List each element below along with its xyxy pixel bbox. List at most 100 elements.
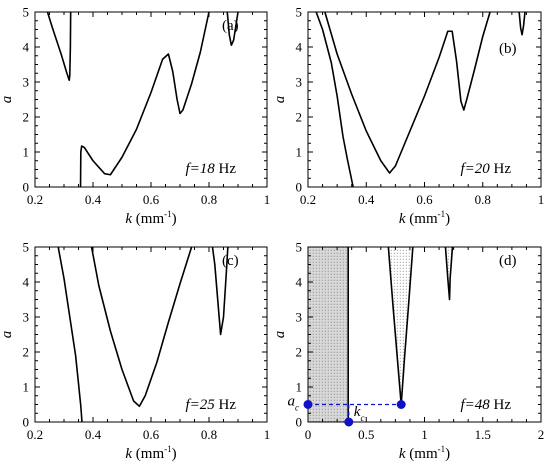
y-tick-label: 0 <box>23 180 30 195</box>
y-axis-label: a <box>0 96 15 104</box>
curve-2 <box>387 247 402 405</box>
freq-value: 18 <box>200 161 216 177</box>
y-tick-label: 5 <box>296 5 303 20</box>
panel-tag: (d) <box>499 253 517 269</box>
x-tick-label: 0.8 <box>201 427 217 442</box>
y-tick-label: 1 <box>23 380 30 395</box>
y-axis-label: a <box>272 96 288 104</box>
ac-annotation: ac <box>288 394 300 413</box>
x-tick-label: 1 <box>264 427 271 442</box>
y-tick-label: 3 <box>23 75 30 90</box>
freq-prefix: f= <box>460 161 474 177</box>
x-axis-label: k (mm-1) <box>399 209 450 227</box>
annotation-sub: c <box>360 413 364 423</box>
y-tick-label: 5 <box>23 240 30 255</box>
x-tick-label: 2 <box>538 427 545 442</box>
x-axis-label: k (mm-1) <box>399 444 450 462</box>
critical-point-marker <box>396 400 406 409</box>
curve-3 <box>211 247 229 336</box>
panel-c: 0.2 0.4 0.6 0.8 1 0 1 2 3 4 5 k (mm-1) a (c) f=25 Hz <box>0 240 270 463</box>
freq-value: 25 <box>200 397 216 413</box>
y-tick-label: 4 <box>296 275 303 290</box>
panel-a: 0.2 0.4 0.6 0.8 1 0 1 2 3 4 5 k (mm-1) a (a) f=18 Hz <box>0 5 270 228</box>
x-label-exp: -1 <box>164 209 172 219</box>
x-label-unit: (mm <box>132 446 164 462</box>
x-tick-label: 0.2 <box>27 427 43 442</box>
x-axis-label: k (mm-1) <box>125 209 176 227</box>
curve-2 <box>79 12 210 187</box>
x-tick-label: 0.2 <box>27 192 43 207</box>
frequency-label: f=18 Hz <box>185 161 236 177</box>
y-axis-label: a <box>0 331 15 339</box>
y-tick-label: 0 <box>296 415 303 430</box>
y-tick-label: 1 <box>296 145 303 160</box>
freq-prefix: f= <box>185 397 199 413</box>
annotation-main: k <box>354 404 361 420</box>
annotation-main: a <box>288 394 296 410</box>
x-label-unit: (mm <box>406 211 438 227</box>
plot-frame <box>34 246 268 423</box>
y-tick-label: 2 <box>296 345 303 360</box>
x-tick-label: 0.2 <box>300 192 316 207</box>
y-tick-label: 3 <box>296 310 303 325</box>
y-tick-label: 5 <box>296 240 303 255</box>
frequency-label: f=25 Hz <box>185 397 236 413</box>
x-label-exp: -1 <box>438 444 446 454</box>
curve-3 <box>518 12 526 36</box>
frequency-label: f=48 Hz <box>460 397 511 413</box>
x-tick-label: 0.4 <box>85 192 102 207</box>
curve-3 <box>400 247 414 405</box>
y-tick-label: 1 <box>23 145 30 160</box>
x-label-var: k <box>125 446 132 462</box>
panel-tag: (c) <box>222 253 239 269</box>
stable-region-2 <box>388 247 413 405</box>
curve-3 <box>226 12 239 47</box>
x-tick-label: 1 <box>264 192 271 207</box>
curve-1 <box>57 247 83 422</box>
x-label-close: ) <box>445 211 450 227</box>
x-tick-label: 0.4 <box>358 192 375 207</box>
critical-point-marker <box>344 417 354 427</box>
curve-2 <box>90 247 193 408</box>
curve-1 <box>315 12 354 187</box>
kc-annotation: kc <box>354 404 365 423</box>
x-tick-label: 0.6 <box>143 192 160 207</box>
y-tick-label: 2 <box>296 110 303 125</box>
freq-unit: Hz <box>215 397 237 413</box>
x-tick-label: 0.8 <box>475 192 491 207</box>
annotation-sub: c <box>295 403 299 413</box>
y-tick-label: 2 <box>23 345 30 360</box>
y-tick-label: 3 <box>296 75 303 90</box>
x-label-unit: (mm <box>406 446 438 462</box>
freq-unit: Hz <box>215 161 237 177</box>
x-label-unit: (mm <box>132 211 164 227</box>
y-tick-label: 1 <box>296 380 303 395</box>
x-label-var: k <box>399 211 406 227</box>
freq-prefix: f= <box>460 397 474 413</box>
x-label-close: ) <box>172 446 177 462</box>
panel-tag: (b) <box>499 41 517 57</box>
y-axis-label: a <box>272 331 288 339</box>
x-label-close: ) <box>445 446 450 462</box>
x-tick-label: 0.5 <box>358 427 374 442</box>
y-tick-label: 4 <box>23 275 30 290</box>
freq-prefix: f= <box>185 161 199 177</box>
x-tick-label: 0.6 <box>416 192 433 207</box>
x-tick-label: 1.5 <box>475 427 491 442</box>
y-tick-label: 3 <box>23 310 30 325</box>
x-axis-label: k (mm-1) <box>125 444 176 462</box>
freq-unit: Hz <box>490 397 512 413</box>
stable-region-tone <box>308 247 349 422</box>
freq-value: 20 <box>475 161 491 177</box>
frequency-label: f=20 Hz <box>460 161 511 177</box>
x-tick-label: 1 <box>538 192 545 207</box>
y-tick-label: 0 <box>23 415 30 430</box>
x-tick-label: 0.6 <box>143 427 160 442</box>
x-tick-label: 0.8 <box>201 192 217 207</box>
x-label-exp: -1 <box>164 444 172 454</box>
x-label-var: k <box>399 446 406 462</box>
x-tick-label: 0.4 <box>85 427 102 442</box>
x-tick-label: 1 <box>421 427 428 442</box>
